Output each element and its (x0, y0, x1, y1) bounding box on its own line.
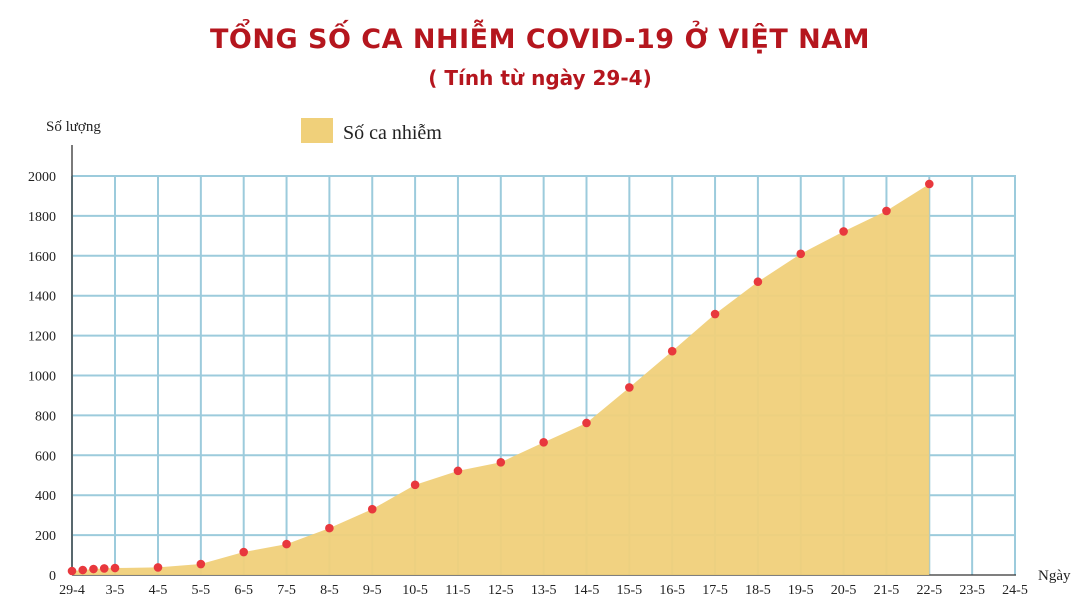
data-point (753, 277, 763, 287)
data-point (325, 523, 334, 533)
data-point (67, 566, 77, 576)
x-tick-label: 6-5 (234, 583, 253, 598)
data-point (539, 438, 548, 447)
x-tick-label: 21-5 (874, 583, 900, 598)
x-tick-label: 7-5 (277, 583, 296, 598)
data-point (282, 539, 291, 549)
data-point (453, 466, 463, 476)
x-tick-label: 14-5 (574, 583, 600, 598)
x-tick-label: 29-4 (59, 583, 85, 598)
data-point (925, 179, 934, 189)
y-tick-label: 600 (35, 449, 56, 464)
data-point (796, 249, 806, 259)
x-tick-label: 15-5 (617, 583, 643, 598)
x-tick-label: 4-5 (149, 583, 168, 598)
x-tick-label: 5-5 (192, 583, 211, 598)
x-tick-label: 10-5 (402, 583, 428, 598)
legend: Số ca nhiễm (301, 118, 442, 144)
chart-subtitle: ( Tính từ ngày 29-4) (428, 66, 652, 90)
data-point (625, 383, 634, 392)
x-tick-label: 16-5 (659, 583, 685, 598)
x-tick-label: 22-5 (916, 583, 942, 598)
data-point (153, 563, 163, 572)
data-point (99, 564, 109, 573)
data-point (710, 309, 720, 319)
x-tick-label: 20-5 (831, 583, 857, 598)
x-tick-label: 13-5 (531, 583, 557, 598)
data-point (667, 346, 677, 356)
y-axis-label: Số lượng (46, 119, 101, 135)
data-point (367, 504, 377, 514)
data-point (196, 559, 206, 569)
x-tick-label: 18-5 (745, 583, 771, 598)
x-tick-label: 11-5 (445, 583, 470, 598)
y-tick-label: 1000 (28, 370, 56, 385)
data-points (67, 179, 934, 576)
x-axis-label: Ngày (1038, 568, 1071, 584)
y-tick-label: 1400 (28, 290, 56, 305)
data-point (410, 480, 420, 490)
x-tick-label: 3-5 (106, 583, 125, 598)
data-point (839, 227, 848, 236)
data-point (89, 564, 98, 574)
chart-title: TỔNG SỐ CA NHIỄM COVID-19 Ở VIỆT NAM (209, 24, 870, 55)
x-tick-label: 12-5 (488, 583, 514, 598)
y-tick-label: 1600 (28, 250, 56, 265)
data-point (882, 206, 891, 216)
x-axis-ticks: 29-4 3-5 4-5 5-5 6-5 7-5 8-5 9-5 10-5 11-5 12-5 13-… (59, 583, 1028, 598)
area-series (72, 183, 930, 576)
x-tick-label: 9-5 (363, 583, 382, 598)
data-point (239, 547, 248, 557)
y-tick-label: 400 (35, 489, 56, 504)
y-tick-label: 200 (35, 529, 56, 544)
y-tick-label: 1200 (28, 330, 56, 345)
y-axis-ticks: 0 200 400 600 800 1000 1200 1400 1600 1800 2000 (28, 170, 56, 584)
y-tick-label: 2000 (28, 170, 56, 185)
y-tick-label: 800 (35, 409, 56, 424)
legend-swatch (301, 118, 333, 143)
x-tick-label: 8-5 (320, 583, 339, 598)
data-point (496, 457, 506, 467)
y-tick-label: 1800 (28, 210, 56, 225)
x-tick-label: 17-5 (702, 583, 728, 598)
data-point (582, 418, 591, 428)
data-point (78, 565, 88, 575)
data-point (110, 563, 120, 573)
x-tick-label: 24-5 (1002, 583, 1028, 598)
y-tick-label: 0 (49, 569, 56, 584)
area-fill (72, 183, 930, 576)
x-tick-label: 23-5 (959, 583, 985, 598)
x-tick-label: 19-5 (788, 583, 814, 598)
legend-label: Số ca nhiễm (343, 122, 442, 144)
